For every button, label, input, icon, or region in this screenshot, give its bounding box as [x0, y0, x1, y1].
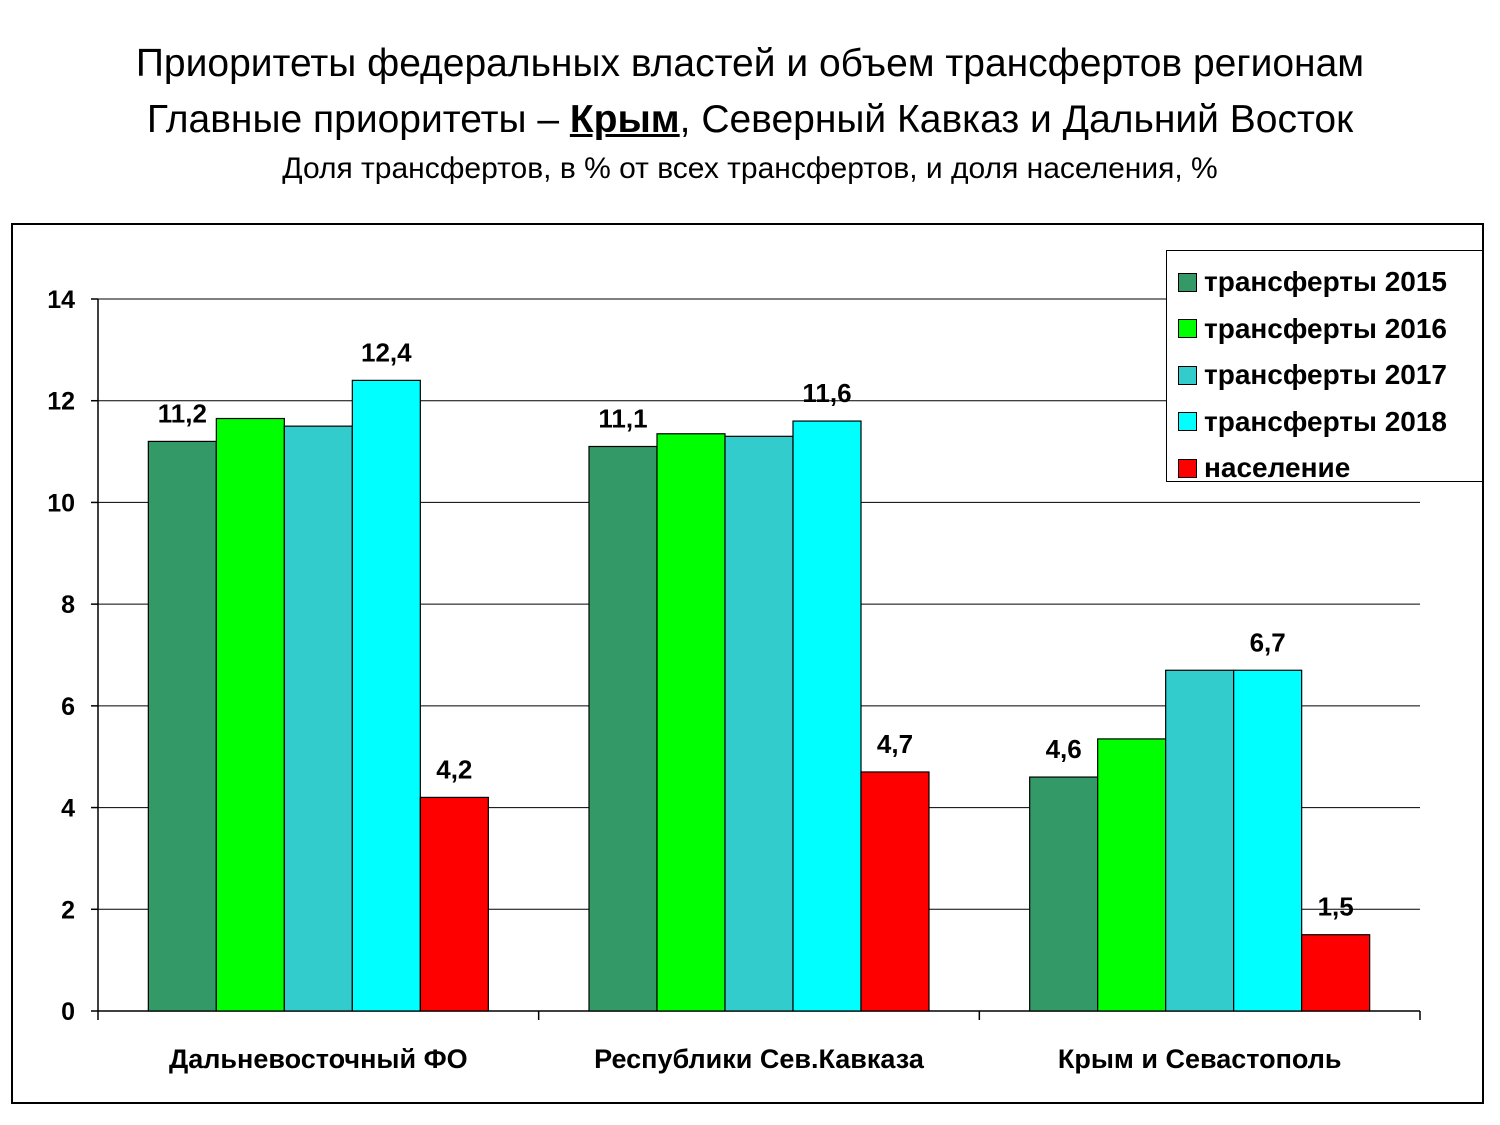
- chart-frame: [11, 223, 1484, 1104]
- bar-3-2: [724, 435, 794, 1012]
- bar-3-1: [283, 425, 353, 1012]
- chart-caption: Доля трансфертов, в % от всех трансферто…: [282, 152, 1218, 185]
- legend-item: трансферты 2016: [1167, 306, 1482, 353]
- legend-swatch: [1178, 319, 1197, 339]
- data-label: 11,6: [802, 378, 851, 408]
- legend-swatch: [1178, 272, 1197, 292]
- bar-2-3: [1097, 738, 1167, 1012]
- data-label: 12,4: [361, 337, 412, 367]
- legend-item: трансферты 2015: [1167, 259, 1482, 306]
- bar-3-3: [1165, 669, 1235, 1012]
- legend-item: трансферты 2018: [1167, 399, 1482, 446]
- y-tick-label: 0: [61, 998, 75, 1026]
- bar-5-1: [419, 796, 489, 1012]
- legend: трансферты 2015 трансферты 2016 трансферты…: [1166, 250, 1483, 483]
- legend-item: население: [1167, 445, 1482, 492]
- chart-title: Приоритеты федеральных властей и объем т…: [135, 42, 1365, 85]
- legend-label: трансферты 2017: [1204, 359, 1448, 391]
- y-tick-label: 8: [61, 591, 75, 619]
- bar-4-2: [792, 420, 862, 1012]
- y-tick-label: 6: [61, 693, 75, 721]
- legend-label: трансферты 2015: [1204, 266, 1448, 298]
- bar-5-3: [1301, 934, 1371, 1012]
- subtitle-emphasis: Крым: [569, 98, 680, 141]
- subtitle-prefix: Главные приоритеты –: [146, 98, 570, 141]
- legend-label: трансферты 2018: [1204, 405, 1448, 437]
- data-label: 11,2: [158, 398, 207, 428]
- y-tick-label: 10: [47, 489, 75, 517]
- category-label: Дальневосточный ФО: [169, 1044, 468, 1074]
- legend-item: трансферты 2017: [1167, 352, 1482, 399]
- data-label: 6,7: [1250, 627, 1286, 657]
- y-tick-label: 14: [47, 286, 75, 314]
- category-label: Крым и Севастополь: [1058, 1044, 1342, 1074]
- y-tick-label: 2: [61, 896, 75, 924]
- legend-label: трансферты 2016: [1204, 312, 1448, 344]
- legend-swatch: [1178, 412, 1197, 432]
- legend-swatch: [1178, 458, 1197, 478]
- bar-4-1: [351, 379, 421, 1012]
- bar-1-2: [588, 445, 658, 1012]
- category-label: Республики Сев.Кавказа: [594, 1044, 925, 1074]
- data-label: 4,2: [436, 754, 472, 784]
- subtitle-suffix: , Северный Кавказ и Дальний Восток: [679, 98, 1354, 141]
- bar-2-2: [656, 433, 726, 1012]
- legend-label: население: [1204, 452, 1351, 484]
- bar-4-3: [1233, 669, 1303, 1012]
- chart-subtitle: Главные приоритеты – Крым, Северный Кавк…: [0, 98, 1500, 142]
- data-label: 4,7: [877, 729, 913, 759]
- data-label: 4,6: [1046, 734, 1082, 764]
- bar-5-2: [860, 771, 930, 1012]
- y-tick-label: 12: [47, 388, 75, 416]
- bar-2-1: [215, 417, 285, 1012]
- data-label: 1,5: [1318, 892, 1354, 922]
- legend-swatch: [1178, 365, 1197, 385]
- bar-1-3: [1029, 776, 1099, 1012]
- data-label: 11,1: [598, 403, 647, 433]
- bar-1-1: [147, 440, 217, 1012]
- y-tick-label: 4: [61, 795, 75, 823]
